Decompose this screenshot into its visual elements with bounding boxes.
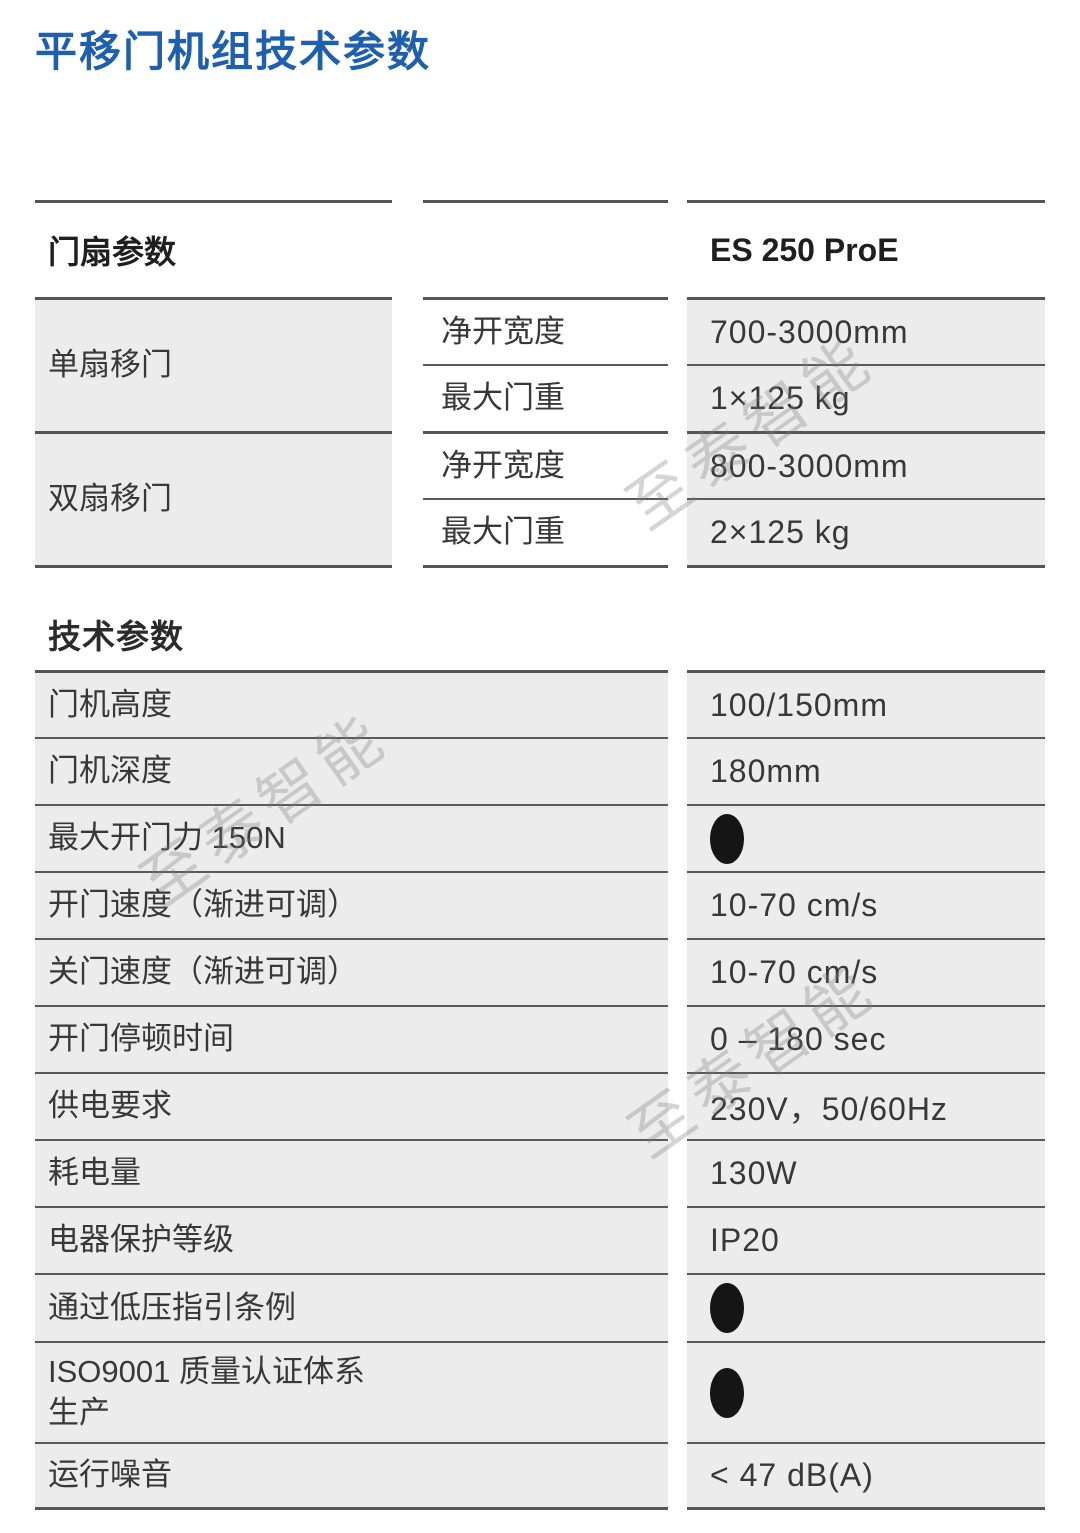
value-cell: 800-3000mm [687,434,1045,500]
spec-label-cell: 电器保护等级 [35,1206,668,1273]
leaf-table-header-param: 门扇参数 [35,200,392,300]
group-label-cell-single-leaf: 单扇移门 [35,300,392,434]
spec-label: 运行噪音 [48,1457,172,1493]
spec-value-cell: IP20 [687,1206,1045,1273]
value-cell: 2×125 kg [687,500,1045,568]
spec-label: ISO9001 质量认证体系 生产 [48,1353,365,1430]
spec-value: 180mm [710,753,822,789]
value-cell: 700-3000mm [687,300,1045,366]
filled-dot-icon [710,813,744,864]
spec-value: IP20 [710,1222,780,1258]
param-value: 2×125 kg [710,514,851,550]
spec-label-cell: 门机高度 [35,670,668,737]
spec-label: 关门速度（渐进可调） [48,954,358,990]
column-gap [392,200,423,300]
column-gap [668,1273,687,1341]
spec-label: 门机高度 [48,686,172,722]
column-gap [668,1341,687,1442]
spec-label: 耗电量 [48,1155,141,1191]
param-name: 最大门重 [441,514,565,550]
spec-value-cell [687,1273,1045,1341]
column-gap [668,300,687,434]
column-gap [668,434,687,568]
spec-label-cell: 关门速度（渐进可调） [35,938,668,1005]
column-gap [668,804,687,871]
column-gap [668,938,687,1005]
spec-label-cell: 通过低压指引条例 [35,1273,668,1341]
spec-label: 开门速度（渐进可调） [48,887,358,923]
spec-value: 10-70 cm/s [710,954,879,990]
column-gap [392,434,423,568]
spec-value: 10-70 cm/s [710,887,879,923]
door-leaf-table: 门扇参数 ES 250 ProE 单扇移门 净开宽度 700-3000mm 最大… [35,200,1045,568]
spec-value-cell: 100/150mm [687,670,1045,737]
group-label: 双扇移门 [48,481,172,517]
value-cell: 1×125 kg [687,366,1045,434]
spec-value-cell: 10-70 cm/s [687,871,1045,938]
filled-dot-icon [710,1367,744,1418]
column-gap [668,1072,687,1139]
page-title: 平移门机组技术参数 [35,28,432,75]
spec-value-cell: 10-70 cm/s [687,938,1045,1005]
spec-label-cell: 供电要求 [35,1072,668,1139]
spec-label: 最大开门力 150N [48,820,286,856]
spec-value: < 47 dB(A) [710,1457,874,1493]
spec-value-cell: < 47 dB(A) [687,1442,1045,1510]
column-gap [668,1139,687,1206]
spec-label-cell: 耗电量 [35,1139,668,1206]
spec-value-cell: 230V，50/60Hz [687,1072,1045,1139]
spec-label-cell: 开门速度（渐进可调） [35,871,668,938]
column-gap [668,737,687,804]
spec-value-cell [687,804,1045,871]
column-gap [668,670,687,737]
spec-label-cell: 门机深度 [35,737,668,804]
spec-value: 130W [710,1155,798,1191]
tech-section-title: 技术参数 [48,618,184,655]
group-label-cell-double-leaf: 双扇移门 [35,434,392,568]
spec-label-cell: 运行噪音 [35,1442,668,1510]
column-gap [392,300,423,434]
spec-value-cell: 130W [687,1139,1045,1206]
model-name: ES 250 ProE [710,231,899,268]
spec-value-cell [687,1341,1045,1442]
param-cell: 净开宽度 [423,300,668,366]
spec-label: 通过低压指引条例 [48,1289,296,1325]
spec-value: 0 – 180 sec [710,1021,887,1057]
param-name: 净开宽度 [441,313,565,349]
leaf-table-header-model: ES 250 ProE [687,200,1045,300]
param-cell: 最大门重 [423,500,668,568]
spec-value: 230V，50/60Hz [710,1090,948,1127]
spec-value-cell: 180mm [687,737,1045,804]
param-cell: 净开宽度 [423,434,668,500]
param-name: 净开宽度 [441,447,565,483]
param-name: 最大门重 [441,380,565,416]
column-gap [668,871,687,938]
leaf-table-header-mid [423,200,668,300]
spec-label: 开门停顿时间 [48,1021,234,1057]
spec-label-cell: 开门停顿时间 [35,1005,668,1072]
spec-value: 100/150mm [710,686,888,723]
spec-label: 电器保护等级 [48,1222,234,1258]
column-gap [668,1206,687,1273]
param-value: 1×125 kg [710,380,851,416]
spec-label-cell: ISO9001 质量认证体系 生产 [35,1341,668,1442]
filled-dot-icon [710,1283,744,1333]
spec-label-cell: 最大开门力 150N [35,804,668,871]
leaf-header-param-label: 门扇参数 [48,234,177,270]
column-gap [668,200,687,300]
spec-value-cell: 0 – 180 sec [687,1005,1045,1072]
spec-label: 门机深度 [48,753,172,789]
spec-label: 供电要求 [48,1088,172,1124]
column-gap [668,1005,687,1072]
param-value: 700-3000mm [710,313,909,350]
tech-table: 门机高度 100/150mm 门机深度 180mm 最大开门力 150N 开门速… [35,670,1045,1510]
param-value: 800-3000mm [710,447,909,484]
column-gap [668,1442,687,1510]
param-cell: 最大门重 [423,366,668,434]
group-label: 单扇移门 [48,347,172,383]
